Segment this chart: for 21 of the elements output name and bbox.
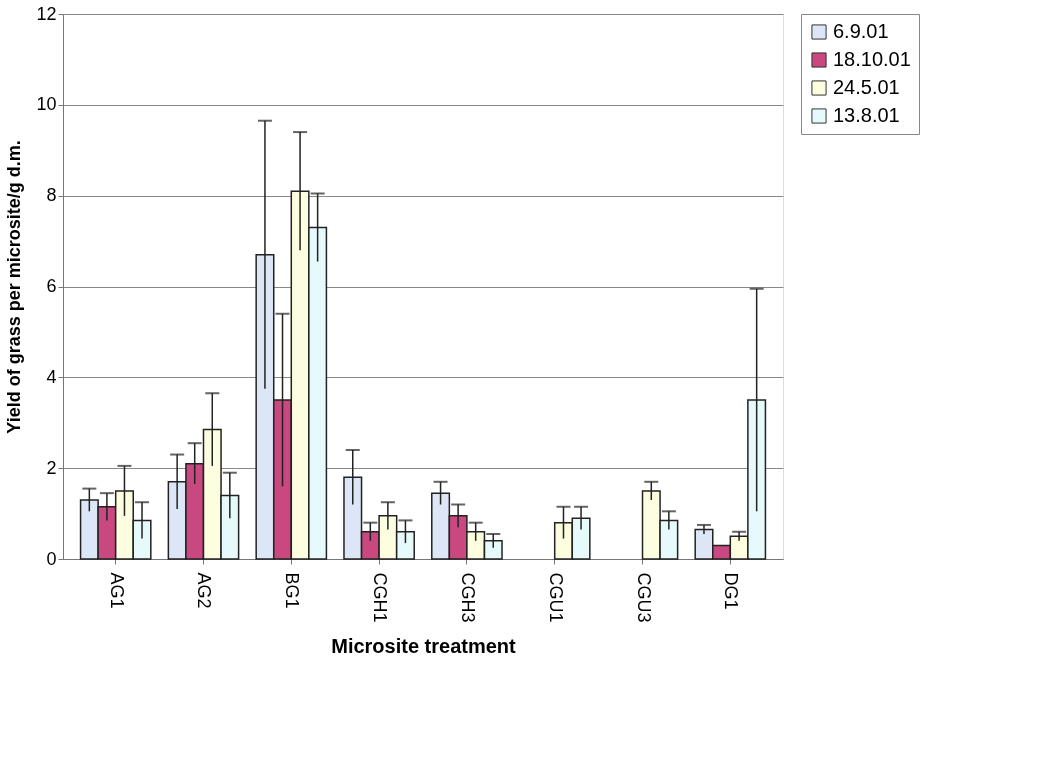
x-tick-label: CGH3 bbox=[457, 572, 478, 623]
x-tick-label: AG2 bbox=[194, 572, 215, 609]
x-tick-label: AG1 bbox=[106, 572, 127, 609]
y-tick-label: 0 bbox=[46, 548, 57, 569]
y-axis-title: Yield of grass per microsite/g d.m. bbox=[4, 140, 25, 434]
y-tick-label: 12 bbox=[36, 3, 57, 24]
y-tick-label: 10 bbox=[36, 94, 57, 115]
y-tick-label: 8 bbox=[46, 185, 57, 206]
legend-label: 13.8.01 bbox=[833, 104, 900, 126]
y-tick-label: 6 bbox=[46, 276, 57, 296]
legend-label: 6.9.01 bbox=[833, 20, 889, 42]
x-tick-label: BG1 bbox=[282, 572, 303, 609]
y-tick-label: 2 bbox=[46, 457, 57, 478]
y-tick-label: 4 bbox=[46, 366, 57, 387]
x-tick-label: DG1 bbox=[721, 572, 742, 610]
x-axis-title: Microsite treatment bbox=[331, 634, 517, 657]
legend-label: 18.10.01 bbox=[833, 48, 911, 70]
legend-label: 24.5.01 bbox=[833, 76, 900, 98]
x-tick-label: CGH1 bbox=[370, 572, 391, 623]
x-tick-label: CGU3 bbox=[633, 572, 654, 623]
x-tick-label: CGU1 bbox=[545, 572, 566, 623]
